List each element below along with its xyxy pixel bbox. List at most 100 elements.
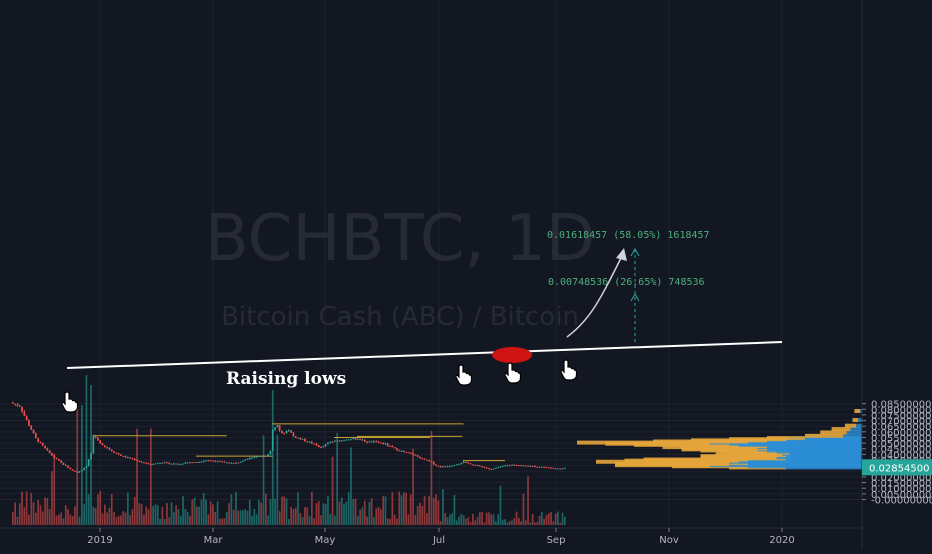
candle-body[interactable] — [260, 455, 263, 457]
candle-body[interactable] — [467, 462, 470, 464]
candle-body[interactable] — [554, 468, 557, 470]
candle-body[interactable] — [403, 450, 405, 452]
candle-body[interactable] — [81, 469, 83, 472]
candle-body[interactable] — [51, 453, 53, 456]
candle-body[interactable] — [85, 466, 88, 468]
candle-body[interactable] — [239, 461, 242, 463]
candle-body[interactable] — [237, 462, 240, 464]
candle-body[interactable] — [504, 465, 506, 467]
candle-body[interactable] — [421, 458, 424, 460]
candle-body[interactable] — [200, 461, 203, 463]
candle-body[interactable] — [384, 443, 387, 445]
candle-body[interactable] — [104, 445, 106, 447]
candle-body[interactable] — [370, 441, 373, 443]
candle-body[interactable] — [55, 457, 58, 460]
candle-body[interactable] — [202, 461, 205, 463]
candle-body[interactable] — [481, 466, 483, 468]
candle-body[interactable] — [501, 465, 504, 467]
candle-body[interactable] — [405, 451, 407, 453]
candle-body[interactable] — [37, 438, 39, 442]
candle-body[interactable] — [492, 468, 495, 470]
candle-body[interactable] — [343, 440, 345, 442]
candle-body[interactable] — [320, 447, 322, 449]
candle-body[interactable] — [308, 441, 311, 443]
candle-body[interactable] — [14, 403, 16, 405]
candle-body[interactable] — [182, 463, 184, 465]
candle-body[interactable] — [278, 425, 281, 431]
candle-body[interactable] — [78, 471, 81, 473]
candle-body[interactable] — [99, 440, 102, 444]
candle-body[interactable] — [133, 458, 136, 461]
candle-body[interactable] — [499, 466, 502, 468]
candle-body[interactable] — [416, 455, 419, 457]
candle-body[interactable] — [299, 437, 302, 440]
candle-body[interactable] — [400, 450, 403, 452]
candle-body[interactable] — [235, 462, 237, 464]
candle-body[interactable] — [536, 466, 539, 468]
candle-body[interactable] — [53, 455, 56, 458]
candle-body[interactable] — [460, 463, 463, 465]
candle-body[interactable] — [294, 436, 297, 438]
candle-body[interactable] — [60, 460, 62, 463]
candle-body[interactable] — [87, 459, 90, 467]
candle-body[interactable] — [564, 467, 566, 469]
candle-body[interactable] — [534, 465, 536, 467]
candle-body[interactable] — [67, 465, 69, 468]
candle-body[interactable] — [552, 467, 555, 469]
candle-body[interactable] — [28, 420, 30, 426]
candle-body[interactable] — [147, 462, 150, 465]
candle-body[interactable] — [25, 415, 28, 421]
candle-body[interactable] — [193, 462, 196, 464]
candle-body[interactable] — [304, 438, 306, 442]
candle-body[interactable] — [189, 462, 191, 464]
candle-body[interactable] — [150, 464, 152, 466]
candle-body[interactable] — [71, 469, 74, 471]
candle-body[interactable] — [281, 430, 283, 434]
candle-body[interactable] — [219, 460, 221, 462]
candle-body[interactable] — [322, 446, 325, 448]
candle-body[interactable] — [267, 454, 269, 457]
candle-body[interactable] — [136, 460, 138, 462]
candle-body[interactable] — [106, 446, 108, 449]
candle-body[interactable] — [221, 461, 223, 463]
candle-body[interactable] — [398, 450, 401, 452]
candle-body[interactable] — [262, 456, 265, 458]
candle-body[interactable] — [396, 448, 398, 451]
candle-body[interactable] — [485, 467, 488, 469]
candle-body[interactable] — [513, 464, 516, 466]
candle-body[interactable] — [271, 429, 274, 451]
candle-body[interactable] — [354, 437, 357, 440]
candle-body[interactable] — [508, 465, 511, 467]
candle-body[interactable] — [541, 466, 543, 468]
candle-body[interactable] — [290, 430, 292, 433]
candle-body[interactable] — [301, 438, 304, 440]
candle-body[interactable] — [163, 462, 166, 464]
candle-body[interactable] — [269, 450, 272, 455]
candle-body[interactable] — [373, 441, 375, 443]
candle-body[interactable] — [251, 457, 253, 459]
candle-body[interactable] — [12, 402, 14, 404]
candle-body[interactable] — [23, 411, 26, 416]
candle-body[interactable] — [92, 435, 95, 454]
candle-body[interactable] — [338, 440, 341, 442]
candle-body[interactable] — [462, 461, 465, 464]
candle-body[interactable] — [74, 470, 76, 472]
candle-body[interactable] — [531, 465, 534, 467]
candle-body[interactable] — [168, 462, 171, 464]
candle-body[interactable] — [327, 442, 329, 445]
candle-body[interactable] — [283, 433, 286, 435]
raising-lows-trendline[interactable] — [66, 341, 783, 369]
candle-body[interactable] — [455, 464, 458, 466]
candle-body[interactable] — [444, 466, 447, 468]
candle-body[interactable] — [559, 468, 562, 470]
candle-body[interactable] — [329, 441, 332, 443]
candle-body[interactable] — [515, 464, 518, 466]
candle-body[interactable] — [428, 460, 430, 462]
candle-body[interactable] — [166, 462, 168, 464]
candle-body[interactable] — [357, 438, 359, 440]
candle-body[interactable] — [292, 432, 295, 437]
candle-body[interactable] — [265, 456, 267, 458]
candle-body[interactable] — [412, 453, 414, 455]
last-price-badge[interactable] — [862, 459, 932, 476]
